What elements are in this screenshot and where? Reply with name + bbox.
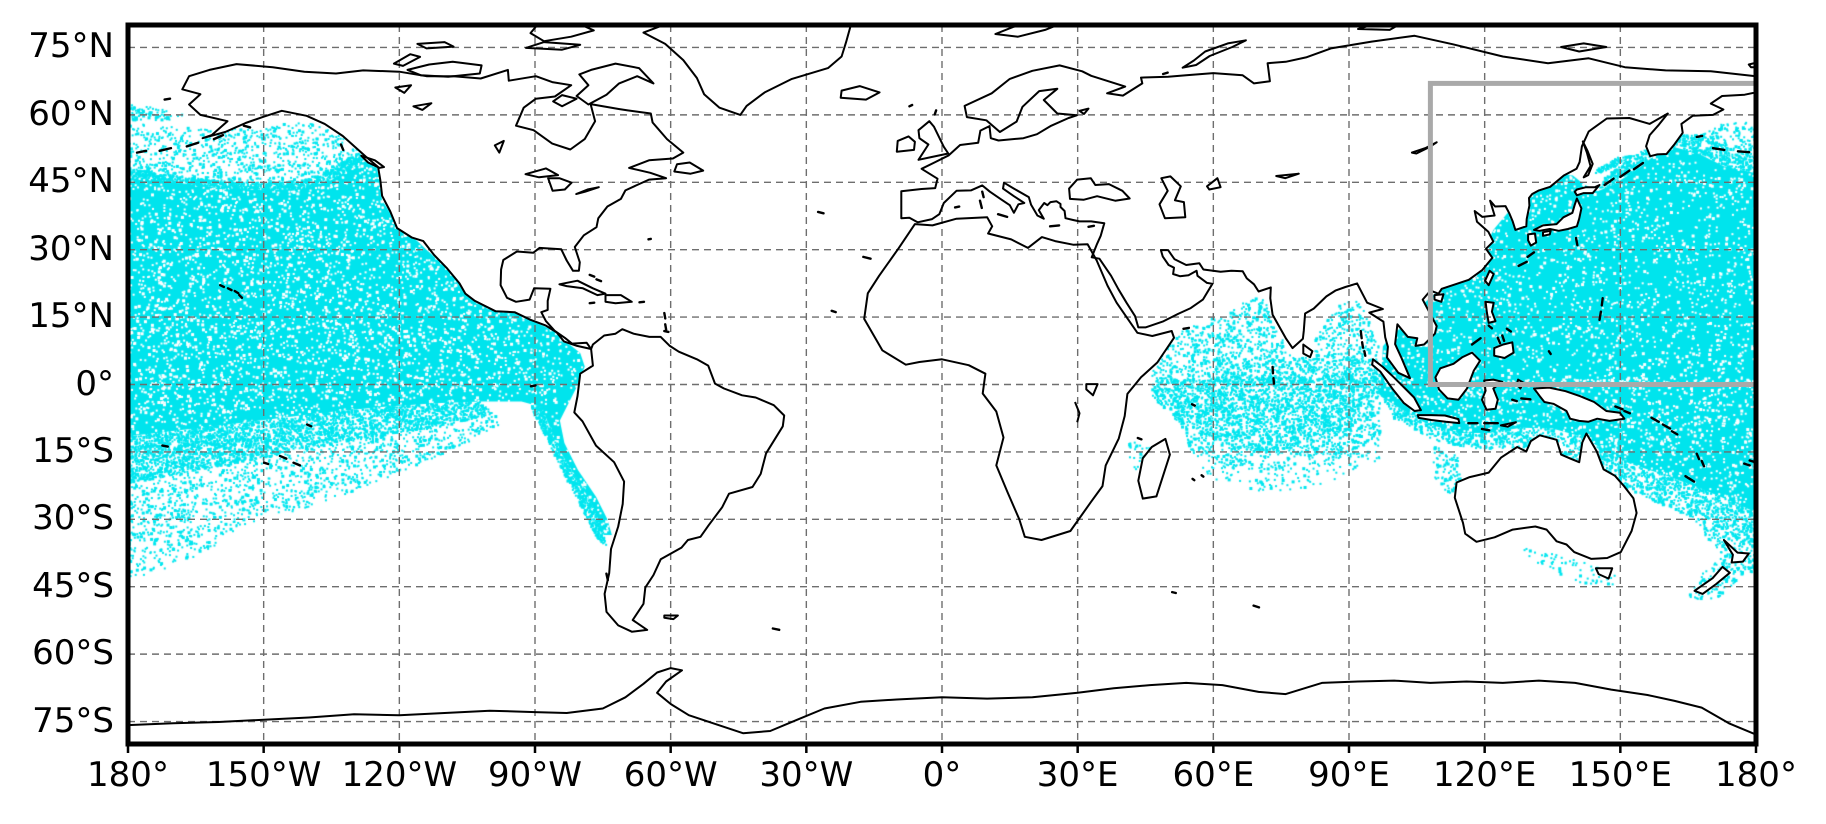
map-content xyxy=(128,25,1756,744)
y-tick-label: 30°S xyxy=(32,498,114,539)
gridlines-group xyxy=(128,25,1756,744)
x-tick-label: 150°E xyxy=(1568,755,1673,795)
y-tick-label: 60°S xyxy=(32,633,114,674)
coastlines-group xyxy=(128,25,1756,736)
x-tick-label: 30°E xyxy=(1036,755,1119,795)
x-tick-label: 120°W xyxy=(341,755,458,795)
y-tick-label: 15°N xyxy=(28,296,114,337)
x-tick-label: 90°E xyxy=(1308,755,1390,795)
study-region-box xyxy=(1427,80,1756,388)
x-tick-label: 120°E xyxy=(1432,755,1537,795)
x-tick-label: 90°W xyxy=(488,755,582,795)
y-tick-label: 75°N xyxy=(28,26,114,67)
land-fill-group xyxy=(182,25,1756,632)
y-tick-label: 75°S xyxy=(32,700,114,741)
y-tick-label: 0° xyxy=(75,363,114,404)
plot-border xyxy=(125,22,1759,747)
x-tick-label: 150°W xyxy=(205,755,322,795)
x-tick-label: 60°W xyxy=(623,755,718,795)
y-tick-label: 60°N xyxy=(28,94,114,135)
y-tick-label: 15°S xyxy=(32,431,114,472)
small-islands-group xyxy=(135,71,1755,632)
y-tick-label: 45°N xyxy=(28,161,114,202)
x-tick-label: 180° xyxy=(87,755,169,795)
x-tick-label: 30°W xyxy=(759,755,854,795)
x-tick-label: 180° xyxy=(1715,755,1797,795)
y-tick-label: 45°S xyxy=(32,565,114,606)
y-tick-label: 30°N xyxy=(28,228,114,269)
x-tick-label: 60°E xyxy=(1172,755,1255,795)
x-tick-label: 0° xyxy=(922,755,962,795)
